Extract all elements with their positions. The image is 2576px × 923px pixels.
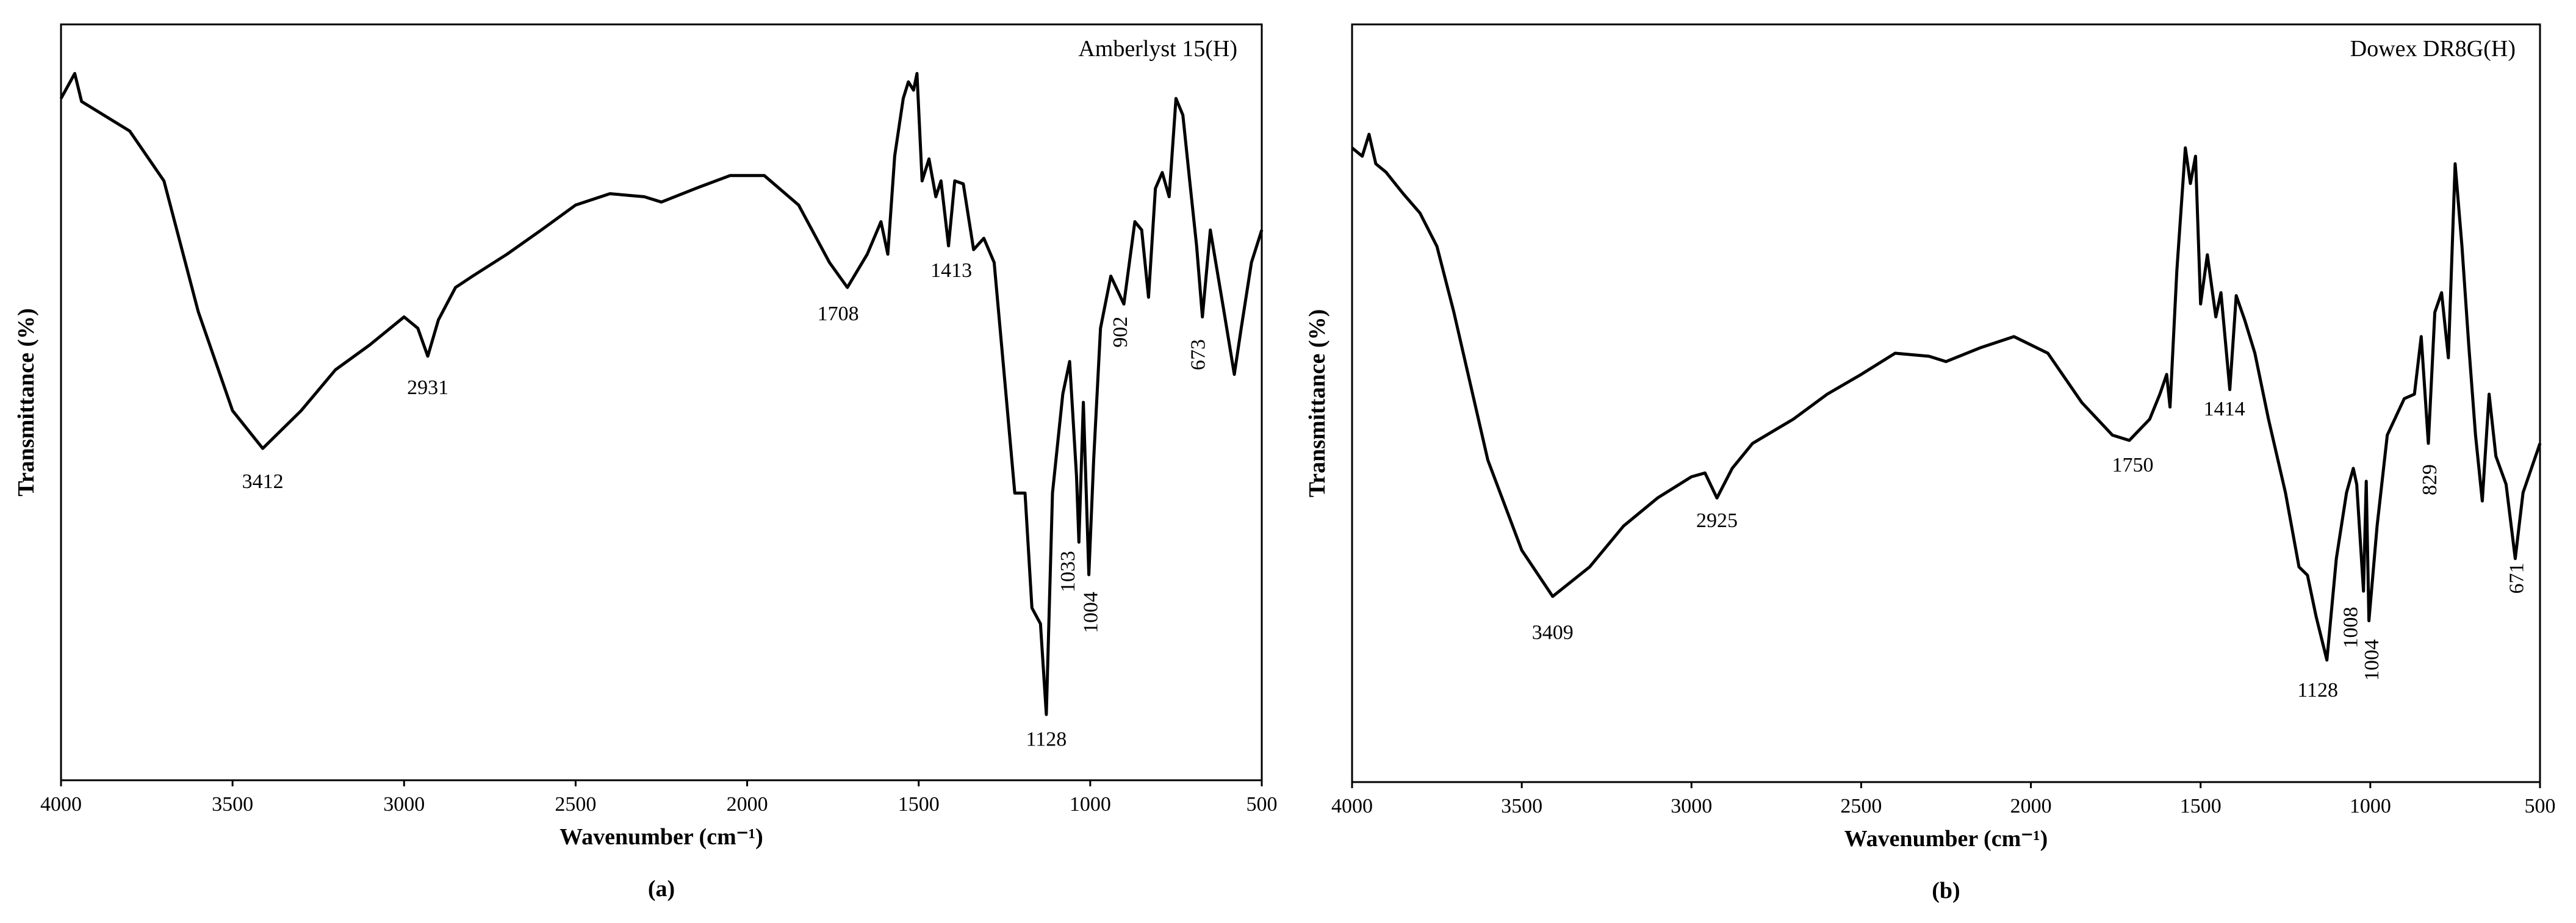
peak-label: 1413 [930,259,972,282]
peak-label: 3409 [1532,622,1574,644]
x-tick-label: 2000 [727,793,768,816]
peak-label: 1033 [1057,551,1079,592]
peak-label: 2925 [1696,509,1738,532]
x-tick-label: 3000 [1671,795,1712,817]
x-tick-label: 1000 [2350,795,2391,817]
x-tick-label: 1000 [1070,793,1111,816]
y-axis-label: Transmittance (%) [13,308,39,497]
peak-label: 902 [1109,317,1132,348]
spectrum-line [1351,132,2542,662]
x-axis-label: Wavenumber (cm⁻¹) [559,824,763,850]
y-axis-label: Transmittance (%) [1304,309,1330,498]
spectrum-line [59,72,1264,716]
plot-frame [60,23,1263,781]
peak-label: 829 [2419,464,2441,495]
peak-label: 3412 [242,470,284,493]
plot-frame [1351,23,2541,783]
caption: (b) [1932,878,1960,903]
peak-label: 1008 [2340,607,2362,648]
x-tick-label: 3000 [383,793,425,816]
x-axis-label: Wavenumber (cm⁻¹) [1844,826,2048,852]
peak-label: 1750 [2112,454,2153,476]
x-tick-label: 4000 [1331,795,1373,817]
peak-label: 671 [2506,562,2528,594]
x-tick-label: 1500 [2180,795,2222,817]
panel-title: Amberlyst 15(H) [1078,36,1237,62]
peak-label: 1414 [2204,398,2245,420]
x-tick-label: 3500 [212,793,253,816]
x-tick-label: 2500 [555,793,596,816]
peak-label: 1128 [1026,728,1067,750]
panel-title: Dowex DR8G(H) [2350,36,2516,62]
peak-label: 1004 [2361,639,2383,681]
x-tick-label: 1500 [898,793,940,816]
x-tick-label: 3500 [1501,795,1542,817]
x-tick-label: 500 [2525,795,2556,817]
peak-label: 1004 [1080,592,1103,633]
peak-label: 2931 [407,376,448,399]
peak-label: 1708 [818,303,859,325]
peak-label: 673 [1187,339,1210,370]
x-tick-label: 2500 [1840,795,1882,817]
peak-label: 1128 [2297,679,2338,702]
x-tick-label: 4000 [40,793,82,816]
caption: (a) [648,876,675,902]
x-tick-label: 500 [1247,793,1278,816]
x-tick-label: 2000 [2010,795,2052,817]
